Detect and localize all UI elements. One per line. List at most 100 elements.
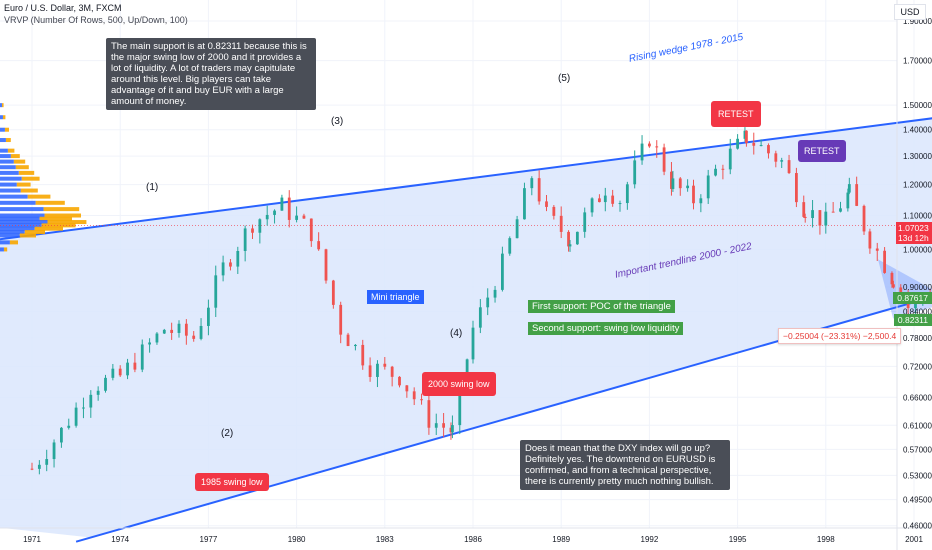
candle-down: [118, 368, 122, 376]
candle-up: [478, 307, 482, 328]
volume-bar-down: [34, 226, 63, 231]
wave-2-label: (2): [221, 428, 234, 439]
candle-up: [736, 138, 739, 149]
candle-down: [331, 280, 335, 305]
time-tick-2: 1977: [200, 535, 218, 544]
candle-up: [148, 342, 151, 345]
volume-bar-up: [0, 165, 16, 170]
symbol-title[interactable]: Euro / U.S. Dollar, 3M, FXCM: [4, 3, 122, 13]
candle-down: [787, 160, 791, 174]
candle-down: [855, 184, 859, 206]
swing-1985-label: 1985 swing low: [195, 473, 269, 491]
candle-down: [442, 423, 445, 428]
price-tick-16: 0.49500: [903, 496, 932, 505]
first-support-price-label: 0.87617: [893, 292, 932, 304]
volume-bar-up: [0, 148, 8, 153]
price-tick-1: 1.70000: [903, 57, 932, 66]
volume-bar-down: [9, 240, 18, 245]
swing-2000-label: 2000 swing low: [422, 372, 496, 396]
price-tick-3: 1.40000: [903, 126, 932, 135]
candle-up: [60, 427, 63, 443]
candle-down: [559, 215, 563, 232]
candle-down: [383, 363, 387, 367]
retest-label-1: RETEST: [711, 101, 761, 127]
price-tick-14: 0.57000: [903, 445, 932, 454]
candle-down: [752, 142, 756, 146]
volume-bar-up: [0, 182, 17, 187]
candle-up: [111, 368, 115, 378]
volume-bar-up: [0, 207, 44, 212]
candle-down: [339, 304, 343, 335]
current-price-value: 1.07023: [898, 223, 929, 233]
candle-down: [745, 130, 748, 143]
volume-bar-down: [35, 200, 65, 205]
candles: [30, 127, 932, 475]
volume-bar-down: [5, 138, 11, 143]
candle-up: [67, 425, 71, 428]
volume-bar-down: [44, 213, 81, 218]
price-tick-5: 1.20000: [903, 181, 932, 190]
candle-down: [420, 399, 423, 401]
volume-bar-down: [39, 216, 72, 221]
retest-label-2: RETEST: [798, 140, 846, 162]
volume-bar-down: [1, 103, 4, 108]
volume-bar-up: [0, 103, 2, 108]
wave-1-label: (1): [146, 182, 159, 193]
candle-down: [875, 248, 879, 251]
candle-down: [537, 178, 541, 202]
candle-down: [892, 284, 895, 288]
first-support-label: First support: POC of the triangle: [528, 300, 675, 313]
currency-button[interactable]: USD: [894, 4, 926, 20]
volume-bar-down: [24, 230, 45, 235]
wedge-upper-line: [0, 117, 932, 241]
candle-up: [603, 195, 607, 203]
candle-up: [140, 344, 144, 370]
candle-up: [780, 160, 784, 162]
candle-down: [30, 468, 34, 470]
candle-down: [317, 241, 321, 250]
time-tick-5: 1986: [464, 535, 482, 544]
candle-up: [265, 214, 269, 220]
indicator-label[interactable]: VRVP (Number Of Rows, 500, Up/Down, 100): [4, 15, 188, 25]
volume-bar-up: [0, 233, 20, 238]
price-tick-2: 1.50000: [903, 101, 932, 110]
volume-profile: [0, 103, 87, 252]
candle-up: [728, 148, 732, 170]
candle-down: [802, 202, 806, 217]
volume-bar-up: [0, 220, 48, 225]
volume-bar-up: [0, 213, 45, 218]
candle-up: [434, 423, 438, 428]
time-tick-4: 1983: [376, 535, 394, 544]
candle-up: [811, 210, 814, 219]
dxy-note: Does it mean that the DXY index will go …: [520, 440, 730, 490]
volume-bar-up: [0, 216, 40, 221]
candle-down: [449, 427, 453, 433]
price-tick-8: 0.90000: [903, 283, 932, 292]
candle-down: [883, 250, 886, 273]
time-axis: 1971 1974 1977 1980 1983 1986 1989 1992 1995 1998…: [23, 535, 923, 544]
candle-up: [640, 143, 644, 161]
candle-up: [618, 203, 622, 205]
candle-up: [236, 251, 240, 267]
volume-bar-up: [0, 247, 4, 252]
price-tick-6: 1.10000: [903, 212, 932, 221]
candle-up: [177, 323, 181, 333]
candle-up: [846, 192, 850, 209]
volume-bar-up: [0, 154, 11, 159]
mini-triangle-label: Mini triangle: [367, 290, 424, 304]
current-price-label: 1.07023 13d 12h: [896, 222, 932, 244]
volume-bar-up: [0, 223, 42, 228]
time-tick-10: 2001: [905, 535, 923, 544]
candle-down: [899, 287, 903, 296]
candle-up: [706, 175, 710, 199]
time-tick-8: 1995: [729, 535, 747, 544]
candle-down: [398, 376, 401, 386]
wave-3-label: (3): [331, 116, 344, 127]
candle-up: [45, 459, 49, 465]
candle-up: [568, 244, 572, 247]
candle-up: [523, 188, 526, 220]
volume-bar-up: [0, 188, 21, 193]
candle-up: [273, 210, 276, 215]
candle-down: [229, 262, 232, 267]
